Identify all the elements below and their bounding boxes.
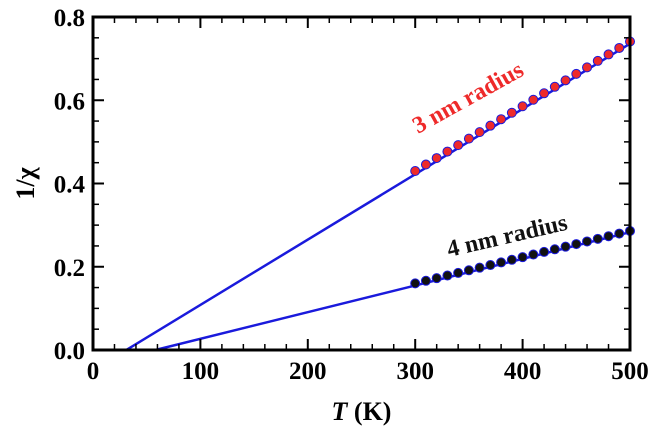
x-tick-label: 0	[87, 358, 100, 385]
data-point-4nm	[410, 278, 421, 289]
data-points	[410, 36, 635, 289]
data-point-3nm	[410, 166, 421, 177]
data-point-4nm	[614, 228, 625, 239]
data-point-4nm	[549, 244, 560, 255]
data-point-3nm	[517, 101, 528, 112]
x-axis-title: T (K)	[332, 397, 392, 426]
data-point-3nm	[571, 68, 582, 79]
y-tick-label: 0.2	[54, 255, 85, 282]
data-point-3nm	[560, 75, 571, 86]
data-point-4nm	[463, 265, 474, 276]
data-point-4nm	[603, 231, 614, 242]
data-point-3nm	[592, 55, 603, 66]
tick-labels: 0 100 200 300 400 500 0.0 0.2 0.4 0.6 0.8	[54, 5, 649, 385]
y-tick-label: 0.4	[54, 172, 86, 199]
data-point-3nm	[442, 146, 453, 157]
x-tick-label: 500	[611, 358, 649, 385]
data-point-3nm	[496, 114, 507, 125]
axis-ticks	[92, 16, 631, 351]
x-axis-title-unit: (K)	[347, 397, 391, 426]
x-tick-label: 200	[289, 358, 327, 385]
data-point-3nm	[528, 94, 539, 105]
data-point-4nm	[442, 270, 453, 281]
data-point-4nm	[485, 260, 496, 271]
data-point-3nm	[614, 42, 625, 53]
data-point-3nm	[549, 81, 560, 92]
series-label-4nm: 4 nm radius	[445, 210, 570, 263]
data-point-3nm	[431, 153, 442, 164]
y-tick-label: 0.8	[54, 5, 85, 32]
data-point-4nm	[571, 239, 582, 250]
data-point-3nm	[420, 159, 431, 170]
data-point-4nm	[506, 254, 517, 265]
data-point-4nm	[560, 241, 571, 252]
data-point-3nm	[582, 62, 593, 73]
x-tick-label: 400	[504, 358, 542, 385]
data-point-3nm	[463, 133, 474, 144]
x-tick-label: 100	[182, 358, 220, 385]
x-tick-label: 300	[396, 358, 434, 385]
series-label-3nm: 3 nm radius	[408, 57, 528, 139]
data-point-3nm	[603, 49, 614, 60]
data-point-3nm	[453, 140, 464, 151]
data-point-4nm	[420, 275, 431, 286]
y-tick-label: 0.6	[54, 88, 85, 115]
data-point-3nm	[485, 120, 496, 131]
data-point-4nm	[496, 257, 507, 268]
data-point-4nm	[582, 236, 593, 247]
data-point-4nm	[474, 262, 485, 273]
data-point-4nm	[517, 252, 528, 263]
y-axis-title: 1/χ	[11, 166, 40, 199]
x-axis-title-symbol: T	[332, 397, 349, 426]
data-point-3nm	[506, 107, 517, 118]
data-point-4nm	[539, 246, 550, 257]
data-point-4nm	[453, 267, 464, 278]
y-tick-label: 0.0	[54, 338, 85, 365]
data-point-4nm	[592, 233, 603, 244]
data-point-4nm	[528, 249, 539, 260]
data-point-3nm	[539, 88, 550, 99]
data-point-3nm	[474, 127, 485, 138]
data-point-4nm	[431, 273, 442, 284]
